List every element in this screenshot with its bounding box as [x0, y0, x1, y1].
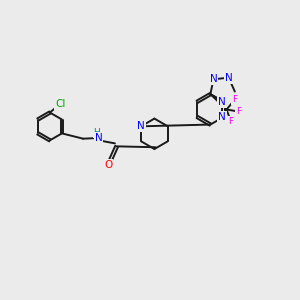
Text: N: N: [225, 73, 232, 83]
Text: N: N: [218, 112, 226, 122]
Text: Cl: Cl: [55, 99, 65, 109]
Text: N: N: [137, 121, 145, 131]
Text: O: O: [104, 160, 112, 170]
Text: F: F: [228, 117, 233, 126]
Text: F: F: [236, 107, 241, 116]
Text: F: F: [232, 95, 237, 104]
Text: H: H: [94, 128, 100, 137]
Text: N: N: [210, 74, 218, 84]
Text: N: N: [218, 97, 226, 107]
Text: N: N: [94, 133, 102, 143]
